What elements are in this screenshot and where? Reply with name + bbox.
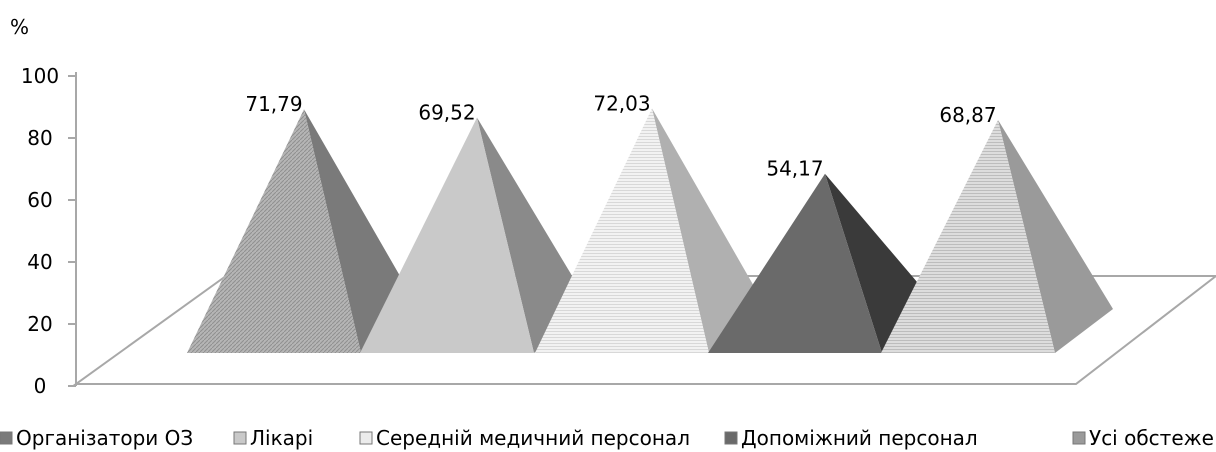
legend-label-1: Лікарі: [250, 426, 313, 450]
legend-swatch-1: [233, 431, 247, 445]
y-tick-label: 20: [27, 312, 52, 336]
legend: Організатори ОЗ Лікарі Середній медичний п…: [0, 426, 1214, 450]
legend-swatch-4: [1072, 431, 1086, 445]
value-label-2: 72,03: [593, 91, 650, 115]
legend-label-4: Усі обстеже: [1089, 426, 1214, 450]
pyramid-front-1: [360, 117, 534, 354]
value-labels: 71,79 69,52 72,03 54,17 68,87: [245, 91, 996, 180]
legend-label-2: Середній медичний персонал: [376, 426, 690, 450]
y-axis-label: %: [10, 15, 29, 39]
pyramids: [187, 108, 1113, 354]
legend-swatch-2: [359, 431, 373, 445]
legend-label-3: Допоміжний персонал: [741, 426, 978, 450]
pyramid-side-2: [652, 108, 767, 353]
pyramid-side-4: [998, 119, 1113, 354]
pyramid-front-2: [535, 108, 709, 353]
floor-plane: [72, 275, 1216, 385]
pyramid-side-0: [304, 109, 419, 353]
pyramid-front-4: [881, 119, 1055, 354]
legend-label-0: Організатори ОЗ: [16, 426, 193, 450]
y-tick-label: 100: [21, 64, 59, 88]
legend-swatch-3: [724, 431, 738, 445]
y-tick-label: 40: [27, 250, 52, 274]
pyramid-front-3: [708, 173, 882, 353]
value-label-3: 54,17: [766, 157, 823, 181]
y-axis-ticks: 0 20 40 60 80 100: [21, 64, 76, 398]
y-tick-label: 60: [27, 188, 52, 212]
value-label-0: 71,79: [245, 92, 302, 116]
pyramid-front-0: [187, 109, 361, 353]
legend-swatch-0: [0, 431, 13, 445]
value-label-4: 68,87: [939, 103, 996, 127]
y-tick-label: 0: [34, 374, 47, 398]
y-tick-label: 80: [27, 126, 52, 150]
value-label-1: 69,52: [418, 101, 475, 125]
